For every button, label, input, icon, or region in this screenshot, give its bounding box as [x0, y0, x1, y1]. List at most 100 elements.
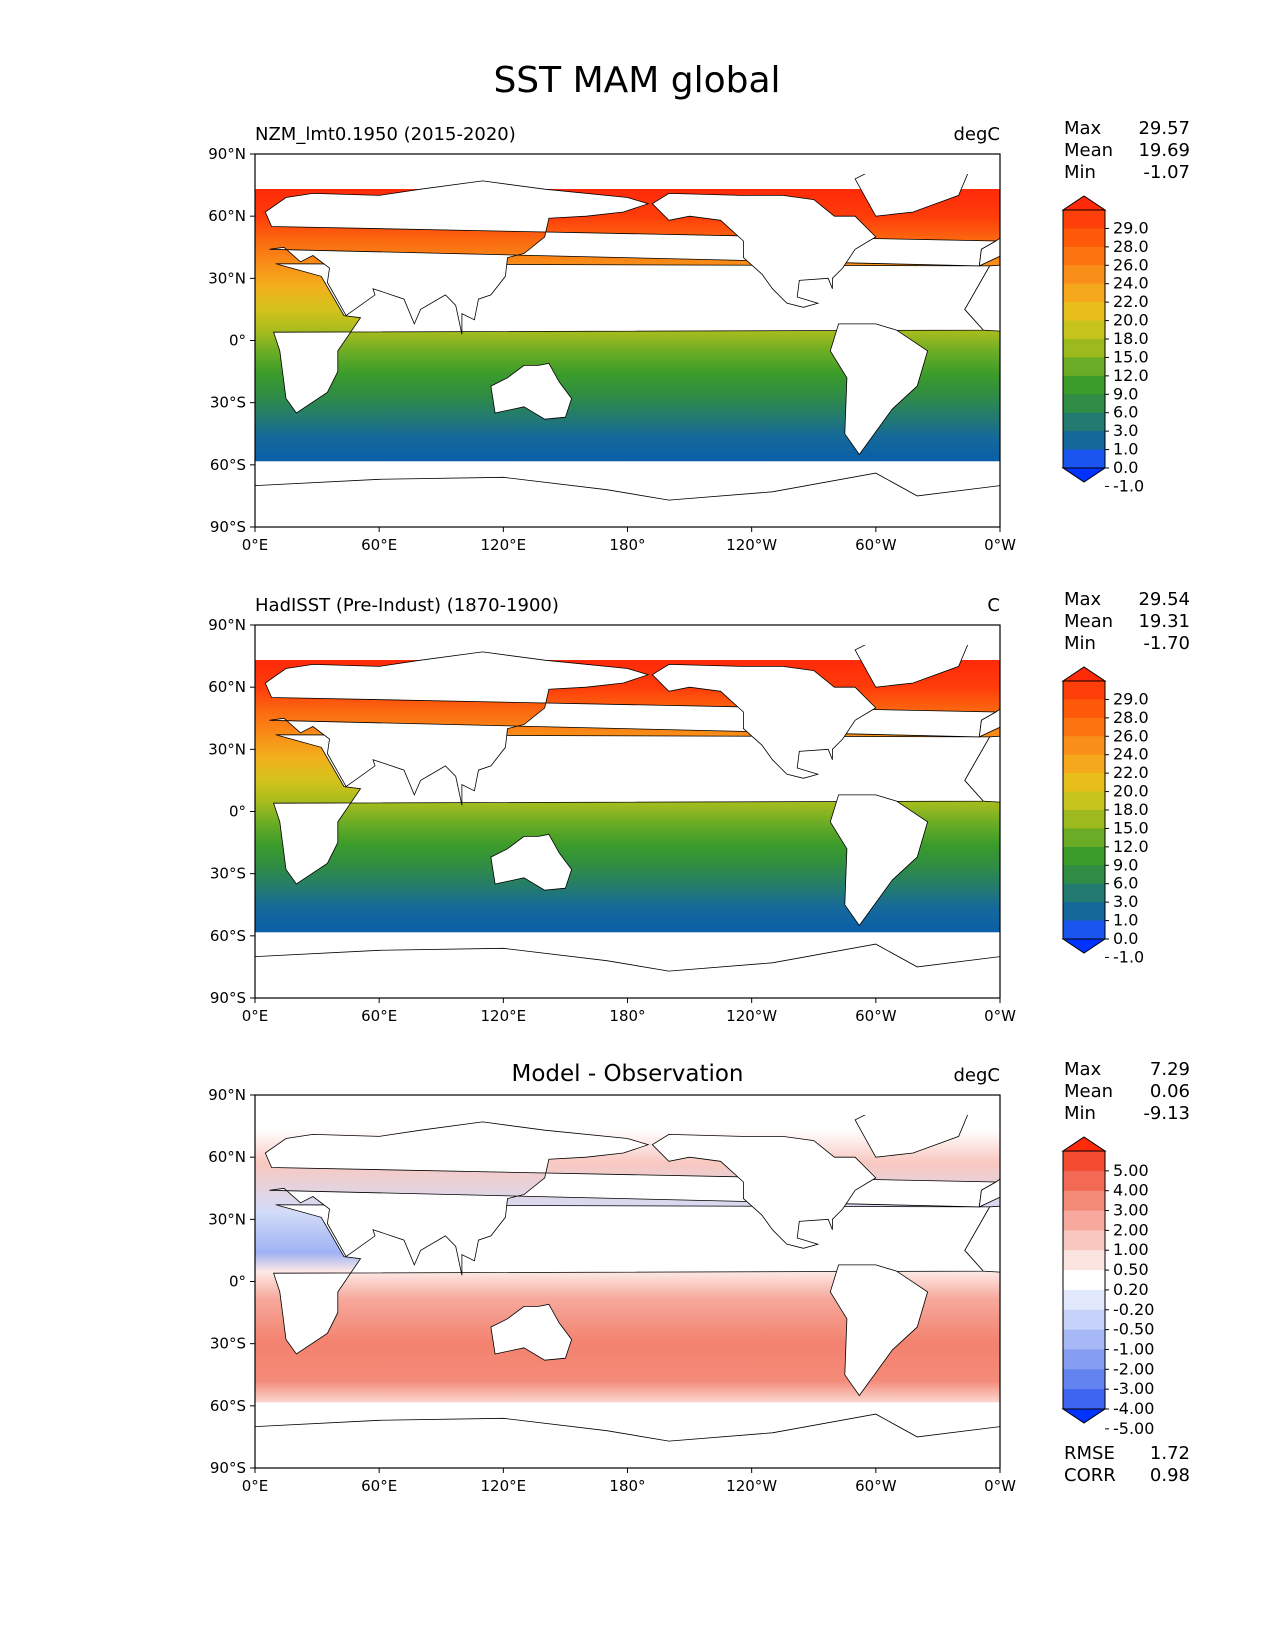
lon-tick-label: 60°W: [855, 536, 897, 554]
stat-value: -9.13: [1143, 1103, 1190, 1124]
panel-model: 90°N 60°N 30°N 0° 30°S 60°S 90°S0°E 60°E 120°E 18…: [208, 118, 1190, 554]
colorbar-label: 3.00: [1113, 1201, 1149, 1220]
colorbar-label: 9.0: [1113, 384, 1138, 403]
colorbar-segment: [1063, 357, 1105, 377]
colorbar-segment: [1063, 828, 1105, 848]
stat-value: -1.07: [1143, 162, 1190, 183]
lat-tick-label: 60°S: [210, 456, 246, 474]
panel-observation: 90°N 60°N 30°N 0° 30°S 60°S 90°S0°E 60°E 120°E 18…: [208, 589, 1190, 1025]
arctic-cap: [255, 625, 1000, 645]
lon-tick-label: 60°E: [361, 1007, 397, 1025]
land-europe-asia: [264, 651, 998, 806]
lat-tick-label: 30°N: [208, 740, 246, 758]
colorbar-segment: [1063, 302, 1105, 322]
colorbar-label: 6.0: [1113, 403, 1138, 422]
lon-tick-label: 60°W: [855, 1477, 897, 1495]
colorbar-segment: [1063, 1190, 1105, 1212]
stat-label: Max: [1064, 118, 1102, 139]
colorbar-segment: [1063, 1309, 1105, 1331]
colorbar-label: 18.0: [1113, 329, 1149, 348]
colorbar-label: 0.0: [1113, 929, 1138, 948]
panel-difference: 90°N 60°N 30°N 0° 30°S 60°S 90°S0°E 60°E 120°E 18…: [208, 1059, 1190, 1495]
land-antarctica: [255, 472, 1000, 527]
lon-tick-label: 60°W: [855, 1007, 897, 1025]
colorbar-label: 3.0: [1113, 421, 1138, 440]
colorbar-label: 22.0: [1113, 763, 1149, 782]
colorbar: 29.028.026.024.022.020.018.015.012.09.06…: [1061, 666, 1149, 966]
lon-tick-label: 0°W: [984, 1007, 1016, 1025]
colorbar-segment: [1063, 681, 1105, 700]
coastlines: [255, 625, 1000, 998]
panel-title-left: HadISST (Pre-Indust) (1870-1900): [255, 595, 559, 616]
colorbar-label: -1.00: [1113, 1339, 1154, 1358]
colorbar-label: 12.0: [1113, 366, 1149, 385]
lon-tick-label: 0°E: [242, 1477, 269, 1495]
colorbar-label: -1.0: [1113, 947, 1144, 966]
colorbar-segment: [1063, 1230, 1105, 1251]
lon-tick-label: 60°E: [361, 536, 397, 554]
panel-title-center: Model - Observation: [511, 1061, 743, 1087]
lon-tick-label: 0°W: [984, 536, 1016, 554]
colorbar-label: 29.0: [1113, 689, 1149, 708]
stat-value: 19.69: [1138, 140, 1190, 161]
colorbar-segment: [1063, 210, 1105, 229]
lat-tick-label: 90°S: [210, 518, 246, 536]
colorbar-segment: [1063, 1170, 1105, 1192]
panels: 90°N60°N30°N0°30°S60°S90°S0°E 60°E 120°E 18…: [208, 118, 1190, 1495]
lon-tick-label: 120°E: [481, 536, 527, 554]
metric-value: 0.98: [1150, 1465, 1190, 1486]
land-australia: [490, 1303, 573, 1361]
lat-tick-label: 30°S: [210, 865, 246, 883]
colorbar-segment: [1063, 1289, 1105, 1311]
colorbar-top-arrow: [1061, 1136, 1107, 1152]
land-europe-asia: [264, 1121, 998, 1276]
land-north-america: [651, 1133, 877, 1249]
stat-label: Min: [1064, 162, 1096, 183]
coastlines: [255, 1095, 1000, 1468]
colorbar-segment: [1063, 412, 1105, 432]
lat-tick-label: 90°S: [210, 989, 246, 1007]
lat-tick-label: 90°S: [210, 1459, 246, 1477]
colorbar-label: 0.20: [1113, 1280, 1149, 1299]
colorbar-segment: [1063, 736, 1105, 756]
stat-label: Max: [1064, 1059, 1102, 1080]
lat-tick-label: 60°N: [208, 1148, 246, 1166]
colorbar-segment: [1063, 228, 1105, 248]
colorbar-segment: [1063, 865, 1105, 885]
colorbar-segment: [1063, 773, 1105, 793]
lon-tick-label: 0°E: [242, 1007, 269, 1025]
colorbar: 5.004.003.002.001.000.500.20-0.20-0.50-1…: [1061, 1136, 1154, 1438]
colorbar-segment: [1063, 902, 1105, 922]
land-africa-wrap: [964, 264, 1000, 332]
lon-tick-label: 180°: [609, 1007, 645, 1025]
colorbar-segment: [1063, 1389, 1105, 1410]
lat-tick-label: 90°N: [208, 145, 246, 163]
colorbar-segment: [1063, 1369, 1105, 1390]
colorbar-label: 1.0: [1113, 440, 1138, 459]
colorbar-segment: [1063, 1349, 1105, 1370]
land-south-america: [829, 1264, 929, 1397]
lat-tick-label: 30°N: [208, 269, 246, 287]
lon-tick-label: 0°E: [242, 536, 269, 554]
lon-tick-label: 120°W: [726, 1477, 777, 1495]
lat-tick-label: 30°N: [208, 1210, 246, 1228]
stat-value: 7.29: [1150, 1059, 1190, 1080]
colorbar-label: -3.00: [1113, 1379, 1154, 1398]
colorbar-label: 28.0: [1113, 237, 1149, 256]
colorbar-segment: [1063, 431, 1105, 451]
panel-units: degC: [954, 1065, 1001, 1086]
land-europe-asia-wrap: [978, 708, 1000, 738]
land-australia: [490, 362, 573, 420]
stat-value: -1.70: [1143, 633, 1190, 654]
colorbar-segment: [1063, 920, 1105, 940]
colorbar-label: 1.00: [1113, 1240, 1149, 1259]
colorbar-segment: [1063, 394, 1105, 414]
colorbar-label: 20.0: [1113, 311, 1149, 330]
colorbar-segment: [1063, 846, 1105, 866]
colorbar-label: 0.0: [1113, 458, 1138, 477]
colorbar-bottom-arrow: [1061, 938, 1107, 954]
land-africa-wrap: [964, 1205, 1000, 1273]
land-australia: [490, 833, 573, 891]
colorbar-label: 24.0: [1113, 274, 1149, 293]
land-south-america: [829, 794, 929, 927]
